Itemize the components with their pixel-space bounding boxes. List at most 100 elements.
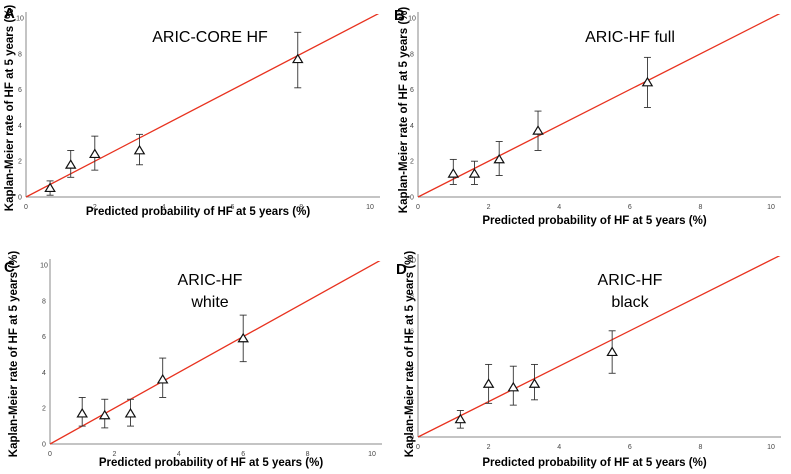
x-tick-label: 6 <box>230 204 234 211</box>
data-point-2 <box>482 363 495 404</box>
y-axis-label: Kaplan-Meier rate of HF at 5 years (%) <box>398 7 410 214</box>
x-tick-label: 2 <box>487 204 491 211</box>
y-tick-label: 8 <box>410 293 414 300</box>
x-tick-label: 6 <box>628 204 632 211</box>
data-point-4 <box>156 357 169 398</box>
data-point-1 <box>76 397 88 427</box>
x-tick-label: 0 <box>416 204 420 211</box>
y-tick-label: 4 <box>18 123 22 130</box>
x-tick-label: 0 <box>48 451 52 458</box>
data-point-2 <box>64 150 77 178</box>
y-tick-label: 6 <box>18 87 22 94</box>
x-tick-label: 6 <box>241 451 245 458</box>
y-tick-label: 4 <box>410 123 414 130</box>
data-point-4 <box>133 133 146 166</box>
data-point-3 <box>124 398 137 427</box>
triangle-marker <box>493 153 505 164</box>
y-tick-label: 10 <box>408 16 416 23</box>
triangle-marker <box>291 53 304 64</box>
triangle-marker <box>98 409 111 420</box>
panel-title: ARIC-HF <box>178 272 243 289</box>
panel-letter: A <box>4 5 15 22</box>
x-tick-label: 8 <box>299 204 303 211</box>
panel-title: white <box>190 294 228 311</box>
data-point-3 <box>493 141 505 176</box>
x-tick-label: 2 <box>93 204 97 211</box>
triangle-marker <box>507 381 520 392</box>
triangle-marker <box>447 168 460 178</box>
y-tick-label: 0 <box>410 195 414 202</box>
triangle-marker <box>124 407 137 418</box>
panel-letter: B <box>394 7 405 24</box>
y-tick-label: 8 <box>410 51 414 58</box>
x-tick-label: 10 <box>368 451 376 458</box>
x-axis-label: Predicted probability of HF at 5 years (… <box>482 457 706 469</box>
y-tick-label: 6 <box>42 334 46 341</box>
data-point-4 <box>528 363 541 401</box>
triangle-marker <box>468 168 481 178</box>
y-tick-label: 10 <box>408 258 416 265</box>
data-point-5 <box>641 56 654 108</box>
triangle-marker <box>64 159 77 169</box>
data-point-1 <box>44 180 56 196</box>
triangle-marker <box>532 125 544 135</box>
x-tick-label: 2 <box>112 451 116 458</box>
panel-letter: C <box>4 259 15 276</box>
triangle-marker <box>76 407 88 418</box>
panel-letter: D <box>396 261 407 278</box>
x-tick-label: 6 <box>628 444 632 451</box>
y-tick-label: 0 <box>18 195 22 202</box>
y-tick-label: 10 <box>40 263 48 270</box>
x-tick-label: 8 <box>698 204 702 211</box>
triangle-marker <box>641 76 654 87</box>
data-point-4 <box>532 110 544 151</box>
data-point-3 <box>89 135 101 171</box>
x-axis-label: Predicted probability of HF at 5 years (… <box>99 457 323 469</box>
y-tick-label: 0 <box>42 442 46 449</box>
y-tick-label: 2 <box>410 159 414 166</box>
data-point-1 <box>454 410 467 429</box>
panel-title: black <box>611 294 649 311</box>
data-point-5 <box>237 314 249 363</box>
x-tick-label: 4 <box>557 204 561 211</box>
x-tick-label: 0 <box>24 204 28 211</box>
data-point-1 <box>447 158 460 185</box>
x-tick-label: 10 <box>767 444 775 451</box>
panel-title: ARIC-HF <box>598 272 663 289</box>
y-tick-label: 6 <box>410 328 414 335</box>
y-tick-label: 2 <box>42 406 46 413</box>
x-tick-label: 4 <box>162 204 166 211</box>
x-tick-label: 4 <box>177 451 181 458</box>
panel-title: ARIC-CORE HF <box>152 29 268 46</box>
x-axis-label: Predicted probability of HF at 5 years (… <box>86 206 310 218</box>
x-tick-label: 4 <box>557 444 561 451</box>
triangle-marker <box>89 148 101 159</box>
x-tick-label: 8 <box>698 444 702 451</box>
y-tick-label: 2 <box>410 399 414 406</box>
reference-line-y-equals-x <box>50 261 381 445</box>
y-tick-label: 4 <box>42 370 46 377</box>
y-tick-label: 6 <box>410 87 414 94</box>
y-tick-label: 4 <box>410 364 414 371</box>
triangle-marker <box>528 378 541 388</box>
triangle-marker <box>156 373 169 384</box>
y-tick-label: 2 <box>18 159 22 166</box>
y-tick-label: 8 <box>18 51 22 58</box>
y-axis-label: Kaplan-Meier rate of HF at 5 years (%) <box>404 251 416 458</box>
reference-line-y-equals-x <box>418 256 781 438</box>
y-axis-label: Kaplan-Meier rate of HF at 5 years (%) <box>8 251 20 458</box>
panel-title: ARIC-HF full <box>585 29 675 46</box>
data-point-3 <box>507 365 520 406</box>
triangle-marker <box>133 144 146 155</box>
y-tick-label: 8 <box>42 298 46 305</box>
data-point-2 <box>468 160 481 185</box>
x-tick-label: 0 <box>416 444 420 451</box>
data-point-2 <box>98 398 111 429</box>
y-tick-label: 0 <box>410 435 414 442</box>
x-tick-label: 10 <box>366 204 374 211</box>
